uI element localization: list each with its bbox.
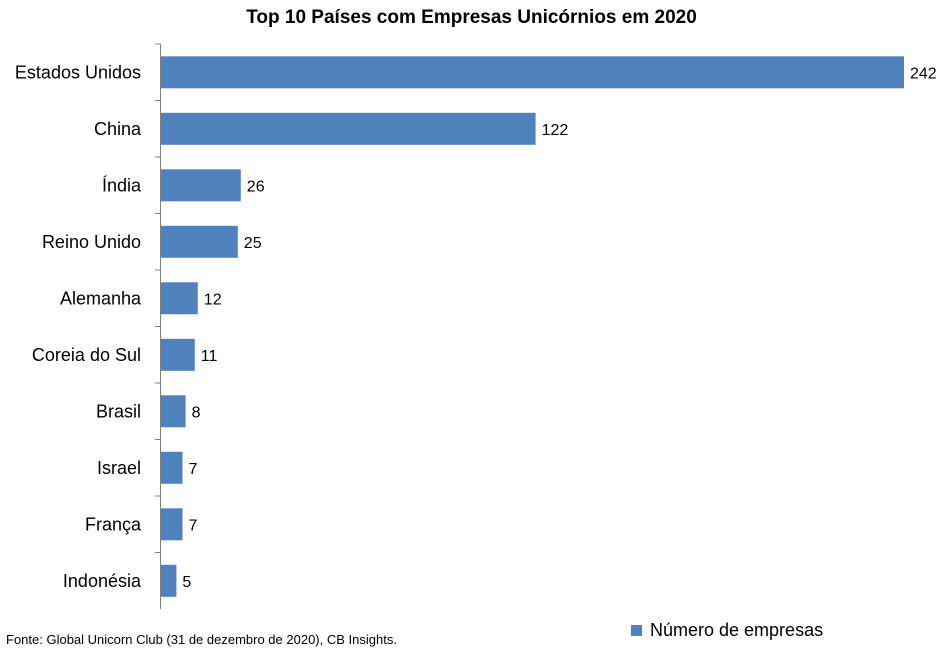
legend-label: Número de empresas <box>650 620 824 640</box>
chart-title: Top 10 Países com Empresas Unicórnios em… <box>246 7 697 28</box>
plot-marks: Estados Unidos 242 China 122 Índia 26 Reino Un… <box>15 43 937 597</box>
category-label-6: Brasil <box>96 401 141 421</box>
legend: Número de empresas <box>631 620 823 641</box>
data-label-9: 5 <box>182 574 191 591</box>
data-label-0: 242 <box>910 65 937 82</box>
legend-swatch <box>631 625 642 636</box>
category-label-5: Coreia do Sul <box>32 345 141 365</box>
data-label-3: 25 <box>244 235 262 252</box>
category-label-7: Israel <box>97 458 141 478</box>
bar-2 <box>161 169 241 202</box>
data-label-8: 7 <box>189 517 198 534</box>
data-label-1: 122 <box>542 122 569 139</box>
data-label-7: 7 <box>189 461 198 478</box>
category-label-1: China <box>94 119 142 139</box>
bar-7 <box>161 451 183 484</box>
bar-9 <box>161 564 177 597</box>
category-label-3: Reino Unido <box>42 232 141 252</box>
bar-0 <box>161 56 904 89</box>
bar-5 <box>161 338 195 371</box>
category-label-2: Índia <box>102 175 142 195</box>
bar-4 <box>161 282 198 315</box>
bar-1 <box>161 112 536 145</box>
source-note: Fonte: Global Unicorn Club (31 de dezemb… <box>6 632 397 647</box>
data-label-4: 12 <box>204 291 222 308</box>
data-label-5: 11 <box>201 348 218 365</box>
data-label-2: 26 <box>247 178 265 195</box>
bar-3 <box>161 225 238 258</box>
data-label-6: 8 <box>192 404 201 421</box>
category-label-4: Alemanha <box>60 288 142 308</box>
category-label-9: Indonésia <box>63 571 142 591</box>
category-label-8: França <box>85 514 142 534</box>
bar-6 <box>161 395 186 428</box>
bar-8 <box>161 508 183 541</box>
category-label-0: Estados Unidos <box>15 62 141 82</box>
